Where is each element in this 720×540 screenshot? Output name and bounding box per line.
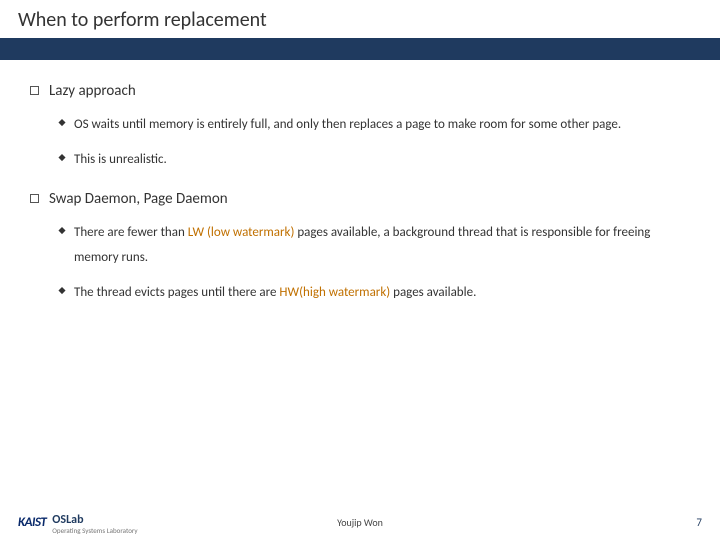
- diamond-icon: [58, 287, 66, 295]
- oslab-block: OSLab Operating Systems Laboratory: [52, 509, 137, 535]
- list-item: There are fewer than LW (low watermark) …: [58, 221, 690, 270]
- slide: When to perform replacement Lazy approac…: [0, 0, 720, 540]
- text-pre: The thread evicts pages until there are: [74, 285, 279, 300]
- kaist-logo: KAIST: [18, 515, 46, 530]
- square-bullet-icon: [30, 194, 39, 203]
- highlight-lw: LW (low watermark): [188, 225, 295, 240]
- bullet-text: There are fewer than LW (low watermark) …: [74, 221, 690, 270]
- page-number: 7: [696, 516, 702, 529]
- section-lazy: Lazy approach OS waits until memory is e…: [30, 78, 690, 172]
- bullet-text: OS waits until memory is entirely full, …: [74, 113, 621, 138]
- text-pre: There are fewer than: [74, 225, 188, 240]
- slide-title: When to perform replacement: [18, 8, 702, 32]
- section-head: Lazy approach: [30, 78, 690, 105]
- bullet-list: There are fewer than LW (low watermark) …: [30, 221, 690, 305]
- author-name: Youjip Won: [337, 516, 383, 529]
- list-item: OS waits until memory is entirely full, …: [58, 113, 690, 138]
- bullet-text: The thread evicts pages until there are …: [74, 281, 476, 306]
- footer: KAIST OSLab Operating Systems Laboratory…: [0, 504, 720, 540]
- content-area: Lazy approach OS waits until memory is e…: [0, 60, 720, 540]
- oslab-subtitle: Operating Systems Laboratory: [52, 526, 137, 535]
- diamond-icon: [58, 227, 66, 235]
- section-head: Swap Daemon, Page Daemon: [30, 186, 690, 213]
- title-band: [0, 38, 720, 60]
- list-item: This is unrealistic.: [58, 148, 690, 173]
- list-item: The thread evicts pages until there are …: [58, 281, 690, 306]
- highlight-hw: HW(high watermark): [279, 285, 390, 300]
- section-heading: Swap Daemon, Page Daemon: [49, 186, 228, 213]
- bullet-text: This is unrealistic.: [74, 148, 167, 173]
- bullet-list: OS waits until memory is entirely full, …: [30, 113, 690, 172]
- diamond-icon: [58, 154, 66, 162]
- oslab-logo: OSLab: [52, 513, 83, 527]
- square-bullet-icon: [30, 86, 39, 95]
- section-daemon: Swap Daemon, Page Daemon There are fewer…: [30, 186, 690, 305]
- title-bar: When to perform replacement: [0, 0, 720, 38]
- diamond-icon: [58, 119, 66, 127]
- logo-block: KAIST OSLab Operating Systems Laboratory: [18, 509, 138, 535]
- text-post: pages available.: [390, 285, 476, 300]
- section-heading: Lazy approach: [49, 78, 136, 105]
